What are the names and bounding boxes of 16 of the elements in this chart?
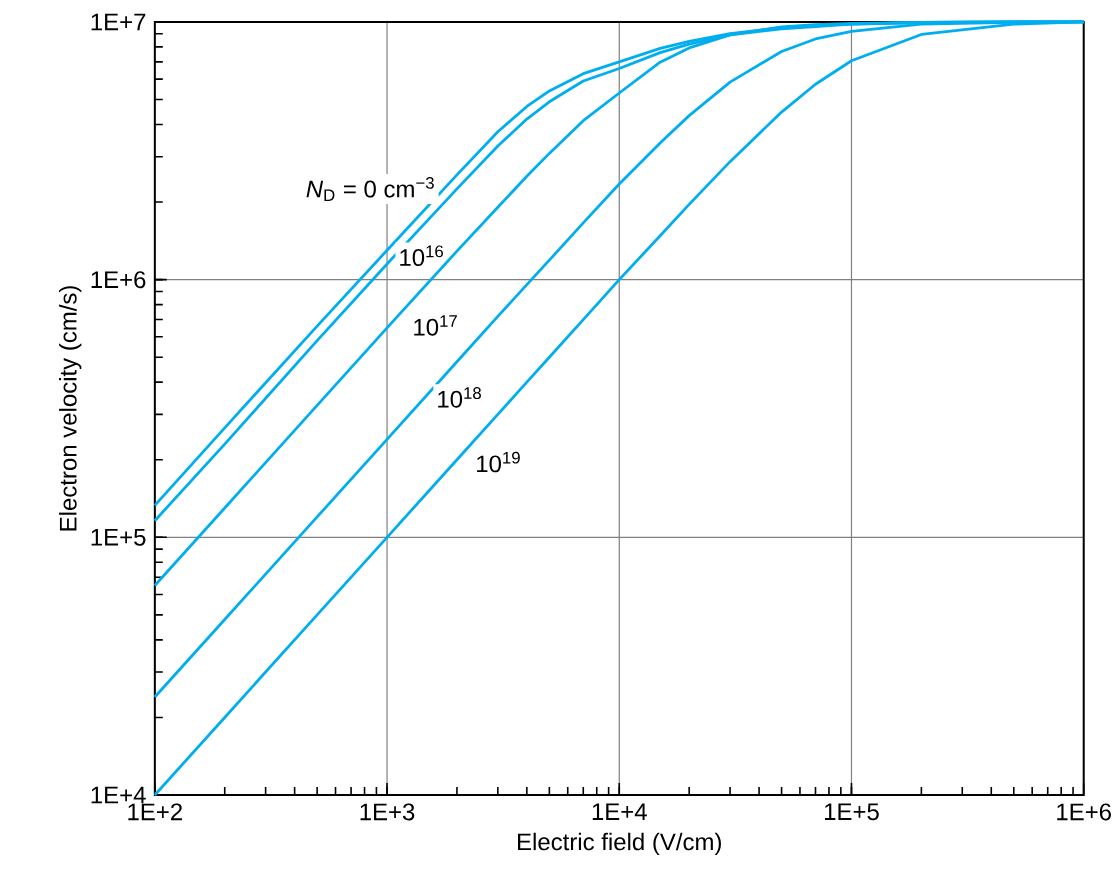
series-label: 10$^{18}$ xyxy=(438,387,481,408)
x-tick-label: 1E+4 xyxy=(592,803,647,820)
series-label: N$_{D}$ = 0 cm$^{−3}$ xyxy=(306,176,434,201)
y-tick-label: 1E+4 xyxy=(91,786,146,804)
x-tick-label: 1E+6 xyxy=(1057,803,1111,821)
y-tick-label: 1E+7 xyxy=(91,13,146,31)
y-tick-label: 1E+6 xyxy=(91,271,146,289)
series-label: 10$^{19}$ xyxy=(477,451,520,473)
x-tick-label: 1E+3 xyxy=(360,803,415,821)
y-axis-title: Electron velocity (cm/s) xyxy=(59,286,82,531)
x-tick-label: 1E+5 xyxy=(824,803,879,821)
series-label: 10$^{17}$ xyxy=(414,315,457,336)
x-tick-label: 1E+2 xyxy=(128,803,182,821)
x-axis-title: Electric field (V/cm) xyxy=(518,832,721,856)
series-label: 10$^{16}$ xyxy=(400,245,444,267)
y-tick-label: 1E+5 xyxy=(91,529,146,546)
